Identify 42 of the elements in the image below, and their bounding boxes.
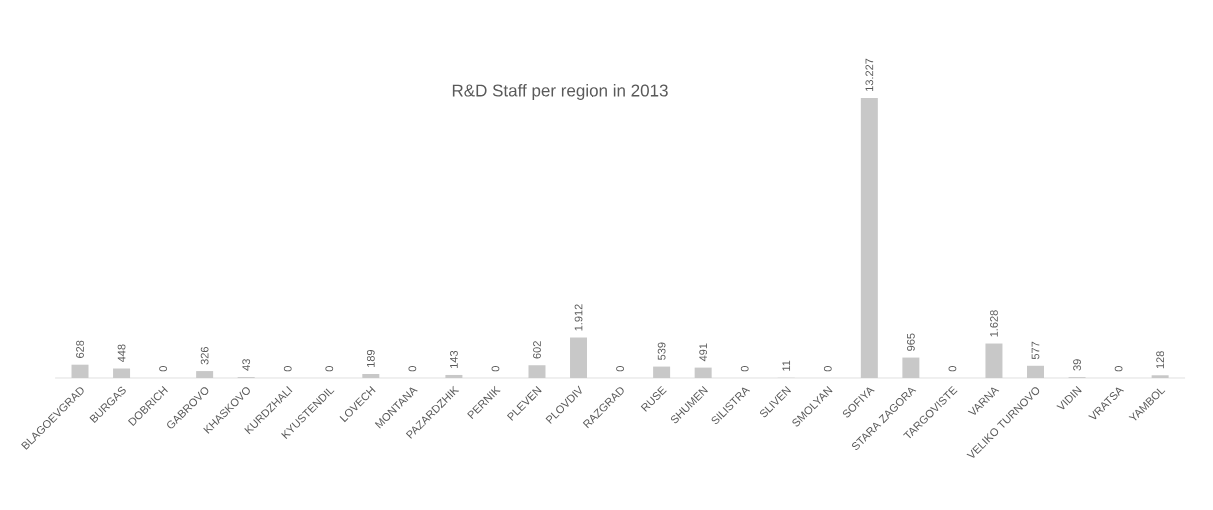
data-label: 0: [283, 366, 292, 372]
bar: [445, 374, 463, 378]
data-label: 0: [740, 366, 749, 372]
bar: [570, 337, 588, 378]
data-label: 0: [325, 366, 334, 372]
bar: [902, 357, 920, 378]
bar: [362, 373, 380, 378]
data-label: 448: [117, 344, 126, 363]
bar: [71, 364, 89, 378]
data-label: 0: [408, 366, 417, 372]
data-label: 1.628: [990, 310, 998, 337]
data-label: 0: [616, 366, 624, 372]
data-label: 628: [76, 340, 84, 358]
data-label: 128: [1156, 351, 1165, 369]
data-label: 0: [948, 366, 957, 372]
data-label: 0: [491, 366, 500, 372]
data-label: 602: [533, 341, 541, 359]
bar: [1027, 365, 1044, 378]
data-label: 39: [1073, 359, 1081, 371]
bar: [528, 365, 546, 378]
data-label: 965: [906, 333, 915, 351]
data-label: 326: [200, 347, 209, 365]
bar: [1151, 375, 1169, 378]
data-label: 539: [657, 342, 666, 360]
data-label: 577: [1031, 341, 1040, 360]
data-label: 1.912: [574, 304, 583, 331]
data-label: 0: [823, 366, 832, 372]
bar: [985, 343, 1003, 378]
data-label: 43: [242, 359, 251, 371]
bar: [196, 371, 214, 378]
bar: [694, 367, 712, 378]
data-label: 143: [450, 350, 458, 368]
data-label: 11: [782, 360, 791, 371]
bar: [860, 97, 878, 378]
data-label: 491: [699, 343, 708, 362]
data-label: 13.227: [865, 58, 874, 91]
data-label: 189: [366, 349, 375, 367]
chart-title: R&D Staff per region in 2013: [452, 84, 668, 100]
bar: [113, 368, 131, 378]
bar: [653, 366, 671, 378]
data-label: 0: [159, 366, 167, 372]
data-label: 0: [1114, 366, 1123, 372]
